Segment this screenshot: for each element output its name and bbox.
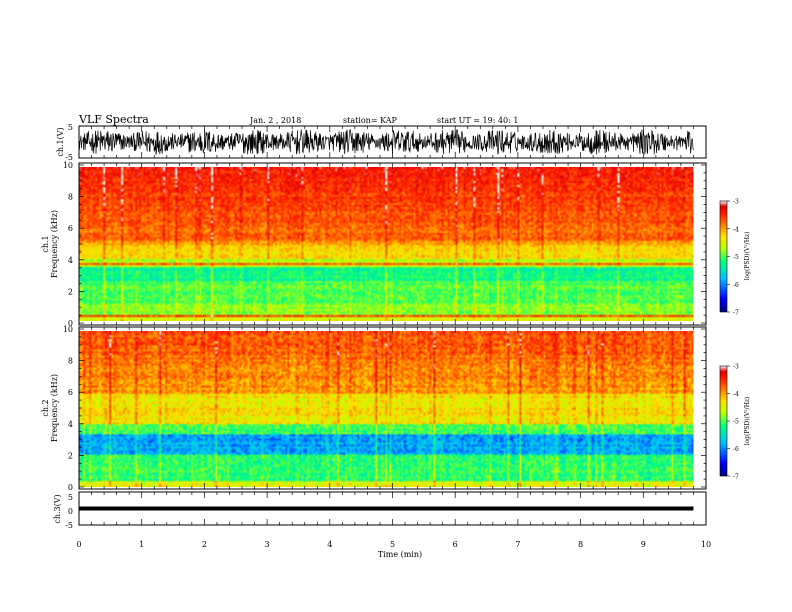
ch3-voltage-panel: 5 0 -5 ch.3(V)	[53, 491, 707, 530]
ch1-spectrogram-yticks: 0 2 4 6 8 10	[63, 161, 706, 328]
ch2-colorbar-ticks: -3 -4 -5 -6 -7	[727, 364, 739, 481]
time-axis-label: Time (min)	[378, 550, 422, 559]
ch2-spectrogram-yticks: 0 2 4 6 8 10	[63, 325, 706, 492]
ch1-ytick-bottom: -5	[65, 153, 73, 162]
x-tick-label: 3	[265, 540, 270, 549]
y-tick-label: 2	[68, 287, 73, 296]
colorbar-tick-label: -5	[733, 254, 739, 261]
start-time-label: start UT = 19: 40: 1	[437, 116, 518, 125]
y-tick-label: 10	[63, 325, 73, 334]
ch1-spectrogram-image	[79, 167, 694, 321]
x-tick-label: 10	[701, 540, 711, 549]
colorbar-tick-label: -6	[733, 282, 739, 289]
ch2-spectrogram-ylabel-ch: ch.2	[41, 399, 50, 416]
colorbar-tick-label: -3	[733, 199, 739, 206]
ch1-colorbar-gradient	[719, 200, 728, 313]
ch3-ytick-top: 5	[68, 493, 73, 502]
y-tick-label: 4	[68, 256, 73, 265]
colorbar-tick-label: -5	[733, 419, 739, 426]
ch1-ytick-top: 5	[68, 123, 73, 132]
ch1-voltage-trace	[78, 128, 694, 155]
ch2-colorbar: -3 -4 -5 -6 -7 log(PSD)(V²/Hz)	[719, 364, 751, 481]
colorbar-tick-label: -4	[733, 226, 739, 233]
ch1-spectrogram-ylabel-ch: ch.1	[41, 235, 50, 252]
colorbar-tick-label: -7	[733, 310, 739, 317]
y-tick-label: 6	[68, 388, 73, 397]
x-tick-label: 8	[578, 540, 583, 549]
figure-title: VLF Spectra	[78, 113, 149, 126]
x-tick-label: 9	[641, 540, 646, 549]
ch2-colorbar-label: log(PSD)(V²/Hz)	[744, 397, 751, 446]
ch2-spectrogram-panel: 0 2 4 6 8 10 ch.2 Frequency (kHz)	[41, 325, 707, 492]
x-tick-label: 7	[515, 540, 520, 549]
x-tick-label: 6	[453, 540, 458, 549]
ch1-colorbar-ticks: -3 -4 -5 -6 -7	[727, 199, 739, 317]
y-tick-label: 0	[68, 319, 73, 328]
time-axis-tick-labels: 0 1 2 3 4 5 6 7 8 9 10	[76, 540, 711, 549]
ch1-voltage-ylabel: ch.1(V)	[56, 127, 65, 156]
y-tick-label: 4	[68, 420, 73, 429]
station-label: station= KAP	[343, 116, 398, 125]
y-tick-label: 8	[68, 193, 73, 202]
ch1-colorbar: -3 -4 -5 -6 -7 log(PSD)(V²/Hz)	[719, 199, 751, 317]
x-tick-label: 2	[202, 540, 207, 549]
y-tick-label: 0	[68, 483, 73, 492]
ch2-spectrogram-image	[79, 331, 694, 487]
date-label: Jan. 2 , 2018	[249, 116, 301, 125]
colorbar-tick-label: -3	[733, 364, 739, 371]
x-tick-label: 5	[390, 540, 395, 549]
ch1-colorbar-label: log(PSD)(V²/Hz)	[744, 232, 751, 281]
ch3-ytick-bottom: -5	[65, 521, 73, 530]
ch3-ytick-mid: 0	[68, 507, 73, 516]
y-tick-label: 8	[68, 357, 73, 366]
time-axis-ticks	[78, 126, 707, 525]
x-tick-label: 0	[76, 540, 81, 549]
y-tick-label: 6	[68, 224, 73, 233]
ch1-spectrogram-panel: 0 2 4 6 8 10 ch.1 Frequency (kHz)	[41, 161, 707, 328]
colorbar-tick-label: -7	[733, 474, 739, 481]
y-tick-label: 2	[68, 451, 73, 460]
x-tick-label: 4	[327, 540, 332, 549]
ch1-voltage-panel: 5 -5 ch.1(V)	[56, 123, 707, 162]
colorbar-tick-label: -4	[733, 391, 739, 398]
colorbar-tick-label: -6	[733, 446, 739, 453]
ch1-spectrogram-ylabel-freq: Frequency (kHz)	[50, 210, 59, 278]
x-tick-label: 1	[139, 540, 144, 549]
ch3-voltage-ylabel: ch.3(V)	[53, 494, 62, 523]
y-tick-label: 10	[63, 161, 73, 170]
ch2-spectrogram-ylabel-freq: Frequency (kHz)	[50, 374, 59, 442]
ch2-colorbar-gradient	[719, 365, 728, 477]
